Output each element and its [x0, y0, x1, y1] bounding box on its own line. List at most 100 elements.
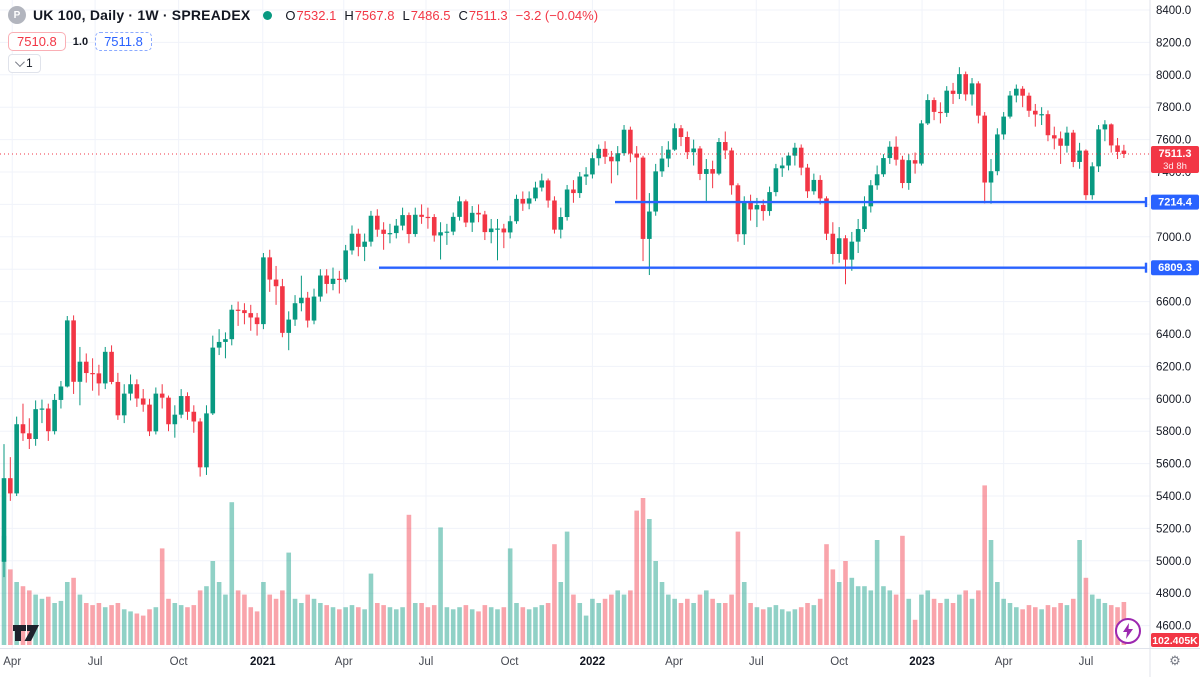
candle-body — [685, 137, 690, 153]
low-label: L — [402, 7, 410, 23]
candle-body — [722, 142, 728, 151]
candle-body — [1001, 116, 1006, 135]
flash-boost-button[interactable] — [1115, 618, 1141, 644]
candle-body — [995, 134, 1000, 172]
tradingview-logo[interactable] — [12, 622, 46, 649]
volume-bar — [102, 607, 108, 645]
candle-body — [754, 205, 760, 210]
symbol-title[interactable]: UK 100, Daily · 1W · SPREADEX — [33, 7, 251, 23]
volume-bar — [438, 527, 443, 645]
sell-button[interactable]: 7510.8 — [8, 32, 66, 51]
candle-body — [292, 303, 298, 320]
volume-bar — [843, 561, 848, 645]
volume-bar — [653, 561, 658, 645]
volume-bar — [425, 607, 431, 645]
volume-bar — [330, 607, 336, 645]
volume-bar — [539, 605, 545, 645]
candle-body — [805, 167, 810, 192]
volume-bar — [710, 598, 715, 645]
candle-body — [248, 313, 254, 318]
volume-bar — [324, 605, 329, 645]
volume-bar — [1039, 609, 1044, 645]
candle-body — [71, 320, 76, 382]
candle-body — [602, 148, 608, 157]
candle-body — [552, 200, 557, 230]
candle-body — [1020, 88, 1025, 96]
volume-bar — [444, 607, 450, 645]
candle-body — [938, 111, 943, 114]
volume-bar — [318, 603, 323, 645]
volume-bar — [779, 609, 785, 645]
volume-bar — [121, 609, 127, 645]
volume-bar — [1033, 607, 1038, 645]
market-status-icon[interactable] — [263, 10, 273, 20]
price-axis-label: 6600.0 — [1156, 297, 1191, 309]
candle-body — [400, 215, 405, 226]
candle-body — [1033, 110, 1038, 115]
candle-body — [628, 129, 633, 154]
volume-bar — [988, 540, 994, 645]
volume-bar — [545, 603, 551, 645]
time-axis-label: 2023 — [909, 656, 935, 668]
volume-bar — [634, 510, 639, 645]
volume-bar — [760, 609, 766, 645]
volume-bar — [159, 548, 165, 645]
candle-body — [881, 158, 886, 175]
volume-bar — [906, 598, 912, 645]
volume-bar — [1001, 598, 1006, 645]
volume-bar — [976, 590, 981, 645]
support-line-badge[interactable] — [1151, 260, 1199, 276]
price-axis-label: 5200.0 — [1156, 523, 1191, 535]
candle-body — [457, 201, 462, 217]
price-axis-label: 8000.0 — [1156, 70, 1191, 82]
volume-bar — [457, 607, 462, 645]
bar-count-value: 1 — [26, 56, 33, 70]
volume-bar — [166, 598, 171, 645]
candle-body — [596, 148, 602, 159]
time-axis-label: 2021 — [250, 656, 276, 668]
volume-bar — [368, 573, 374, 645]
candle-body — [507, 221, 513, 233]
candle-body — [450, 216, 456, 232]
scale-settings-button[interactable]: ⚙ — [1163, 651, 1187, 671]
volume-bar — [488, 607, 494, 645]
volume-bar — [520, 607, 526, 645]
volume-bar — [868, 590, 874, 645]
candle-body — [779, 165, 785, 169]
close-value: 7511.3 — [468, 7, 508, 23]
volume-bar — [1, 535, 7, 645]
volume-bar — [292, 598, 298, 645]
volume-bar — [178, 605, 184, 645]
volume-bar — [526, 609, 532, 645]
close-label: C — [458, 7, 468, 23]
volume-bar — [280, 590, 285, 645]
current-price-badge[interactable] — [1151, 145, 1199, 173]
volume-bar — [767, 607, 772, 645]
volume-bar — [685, 598, 690, 645]
volume-bar — [495, 609, 500, 645]
volume-bar — [1064, 605, 1070, 645]
bar-count-dropdown[interactable]: 1 — [8, 54, 41, 73]
volume-bar — [590, 598, 595, 645]
candle-body — [102, 351, 108, 384]
symbol-logo[interactable]: P — [8, 6, 26, 24]
candle-body — [1096, 129, 1101, 167]
volume-bar — [995, 582, 1000, 645]
candle-body — [653, 171, 658, 212]
candle-body — [393, 225, 399, 234]
support-line-badge[interactable] — [1151, 194, 1199, 210]
volume-bar — [672, 598, 677, 645]
candle-body — [729, 150, 734, 186]
candle-body — [634, 153, 639, 158]
volume-bar — [235, 590, 241, 645]
volume-bar — [140, 615, 146, 645]
candle-body — [811, 179, 817, 192]
volume-bar — [1058, 603, 1063, 645]
volume-bar — [716, 603, 722, 645]
symbol-header: P UK 100, Daily · 1W · SPREADEX O 7532.1 … — [8, 6, 598, 24]
buy-button[interactable]: 7511.8 — [95, 32, 152, 51]
candle-body — [261, 257, 266, 325]
volume-bar — [1070, 598, 1076, 645]
time-axis-label: 2022 — [580, 656, 606, 668]
